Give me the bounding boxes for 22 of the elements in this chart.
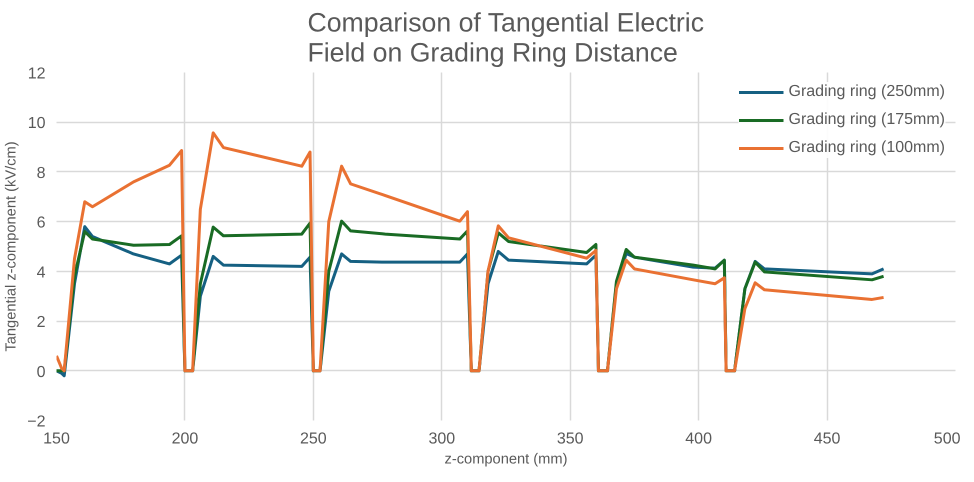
y-tick-label: 8 <box>36 164 46 182</box>
y-tick-label: 4 <box>36 264 46 282</box>
x-tick-label: 200 <box>172 430 198 448</box>
chart-title: Comparison of Tangential Electric Field on Grading Ring Distance <box>307 8 704 68</box>
y-tick-label: 6 <box>36 214 46 232</box>
y-tick-label: 12 <box>28 66 46 82</box>
legend-label: Grading ring (250mm) <box>788 83 945 101</box>
y-axis-title: Tangential z-component (kV/cm) <box>3 141 20 352</box>
legend-label: Grading ring (100mm) <box>788 139 945 157</box>
x-tick-label: 300 <box>428 430 456 448</box>
x-axis-title: z-component (mm) <box>444 452 568 468</box>
x-tick-label: 500 <box>934 430 961 448</box>
x-tick-label: 250 <box>300 430 327 448</box>
x-tick-label: 450 <box>814 430 841 448</box>
y-tick-label: −2 <box>27 414 46 430</box>
legend-label: Grading ring (175mm) <box>788 111 945 129</box>
x-tick-label: 150 <box>43 430 70 448</box>
x-tick-label: 400 <box>685 430 712 448</box>
x-tick-label: 350 <box>556 430 584 448</box>
y-tick-label: 2 <box>36 314 46 332</box>
y-tick-label: 0 <box>36 364 46 381</box>
y-tick-label: 10 <box>28 115 46 132</box>
